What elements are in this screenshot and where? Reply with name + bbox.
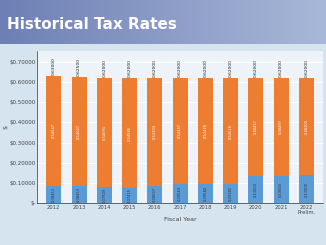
- Bar: [198, 184, 213, 203]
- Bar: [248, 176, 263, 203]
- Text: 0.54091: 0.54091: [102, 125, 106, 140]
- Text: 0.07415: 0.07415: [127, 188, 132, 203]
- Text: 0.62000: 0.62000: [127, 59, 132, 77]
- Text: 0.52618: 0.52618: [229, 124, 233, 138]
- Bar: [172, 78, 188, 184]
- Text: 0.48497: 0.48497: [254, 120, 258, 134]
- Text: 0.62000: 0.62000: [304, 59, 308, 77]
- Text: Historical Tax Rates: Historical Tax Rates: [7, 17, 176, 32]
- Bar: [147, 186, 162, 203]
- Text: 0.48100: 0.48100: [304, 119, 308, 134]
- Bar: [122, 78, 137, 188]
- Text: 0.53303: 0.53303: [153, 124, 157, 139]
- Text: 0.62500: 0.62500: [77, 58, 81, 76]
- Text: 0.52437: 0.52437: [178, 123, 182, 138]
- Text: 0.13503: 0.13503: [279, 182, 283, 197]
- Bar: [147, 78, 162, 186]
- Text: 0.52418: 0.52418: [203, 123, 207, 138]
- Bar: [198, 78, 213, 184]
- Text: 0.62000: 0.62000: [153, 59, 157, 77]
- Text: 0.54585: 0.54585: [127, 125, 132, 141]
- Text: 0.62000: 0.62000: [229, 59, 233, 77]
- Text: 0.08453: 0.08453: [52, 187, 56, 202]
- Bar: [72, 77, 87, 186]
- Text: 0.63000: 0.63000: [52, 57, 56, 75]
- Text: 0.48497: 0.48497: [279, 120, 283, 134]
- Bar: [72, 186, 87, 203]
- Text: 0.62000: 0.62000: [203, 59, 207, 77]
- Bar: [299, 175, 314, 203]
- Text: 0.08697: 0.08697: [153, 187, 157, 202]
- Text: 0.62000: 0.62000: [178, 59, 182, 77]
- Text: 0.54547: 0.54547: [52, 123, 56, 138]
- Bar: [46, 76, 62, 186]
- Y-axis label: $: $: [4, 125, 8, 129]
- Bar: [274, 78, 289, 176]
- Text: 0.13503: 0.13503: [254, 182, 258, 197]
- Bar: [172, 184, 188, 203]
- Bar: [122, 188, 137, 203]
- Text: 0.09582: 0.09582: [203, 186, 207, 201]
- Text: 0.54047: 0.54047: [77, 124, 81, 139]
- Text: 0.09563: 0.09563: [178, 186, 182, 201]
- Bar: [248, 78, 263, 176]
- Text: 0.62000: 0.62000: [254, 59, 258, 77]
- Text: 0.62000: 0.62000: [279, 59, 283, 77]
- Bar: [97, 78, 112, 187]
- Text: 0.09382: 0.09382: [229, 186, 233, 201]
- Bar: [223, 184, 238, 203]
- Bar: [299, 78, 314, 175]
- Text: 0.08453: 0.08453: [77, 187, 81, 202]
- Text: 0.62000: 0.62000: [102, 59, 106, 77]
- Bar: [97, 187, 112, 203]
- Text: 0.07909: 0.07909: [102, 188, 106, 203]
- Bar: [46, 186, 62, 203]
- Bar: [223, 78, 238, 184]
- Bar: [274, 176, 289, 203]
- Text: 0.13900: 0.13900: [304, 182, 308, 197]
- X-axis label: Fiscal Year: Fiscal Year: [164, 217, 197, 221]
